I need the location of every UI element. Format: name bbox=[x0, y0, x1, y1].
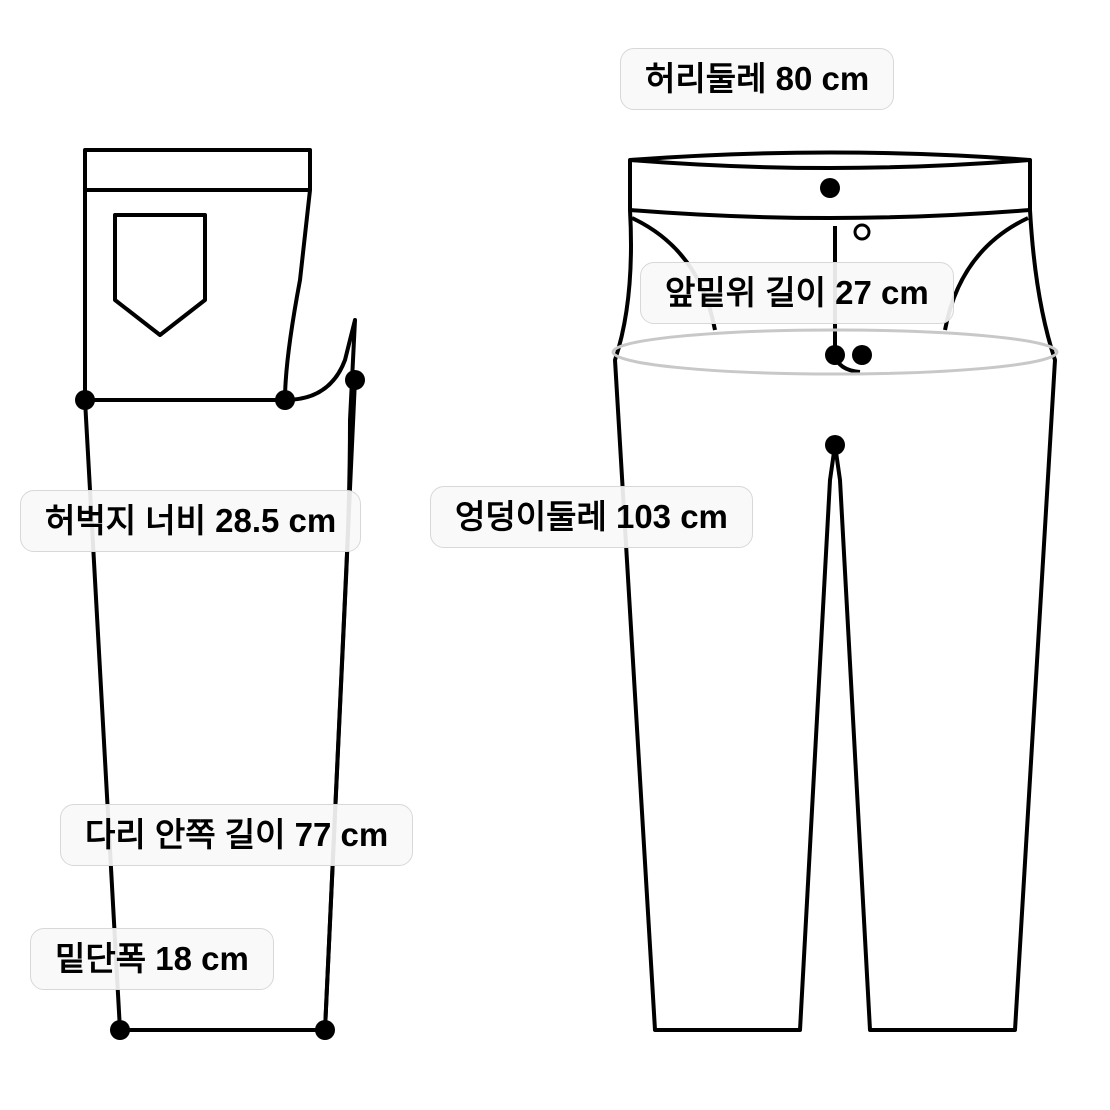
measurement-text: 앞밑위 길이 27 cm bbox=[665, 274, 929, 311]
measurement-text: 허리둘레 80 cm bbox=[645, 60, 869, 97]
measurement-text: 엉덩이둘레 103 cm bbox=[455, 498, 728, 535]
measurement-label-front_rise: 앞밑위 길이 27 cm bbox=[640, 262, 954, 324]
measurement-text: 다리 안쪽 길이 77 cm bbox=[85, 816, 388, 853]
measurement-text: 밑단폭 18 cm bbox=[55, 940, 249, 977]
measurement-label-waist: 허리둘레 80 cm bbox=[620, 48, 894, 110]
measurement-label-hip: 엉덩이둘레 103 cm bbox=[430, 486, 753, 548]
measurement-label-inseam: 다리 안쪽 길이 77 cm bbox=[60, 804, 413, 866]
measurement-text: 허벅지 너비 28.5 cm bbox=[45, 502, 336, 539]
measurement-label-hem: 밑단폭 18 cm bbox=[30, 928, 274, 990]
measurement-label-thigh: 허벅지 너비 28.5 cm bbox=[20, 490, 361, 552]
